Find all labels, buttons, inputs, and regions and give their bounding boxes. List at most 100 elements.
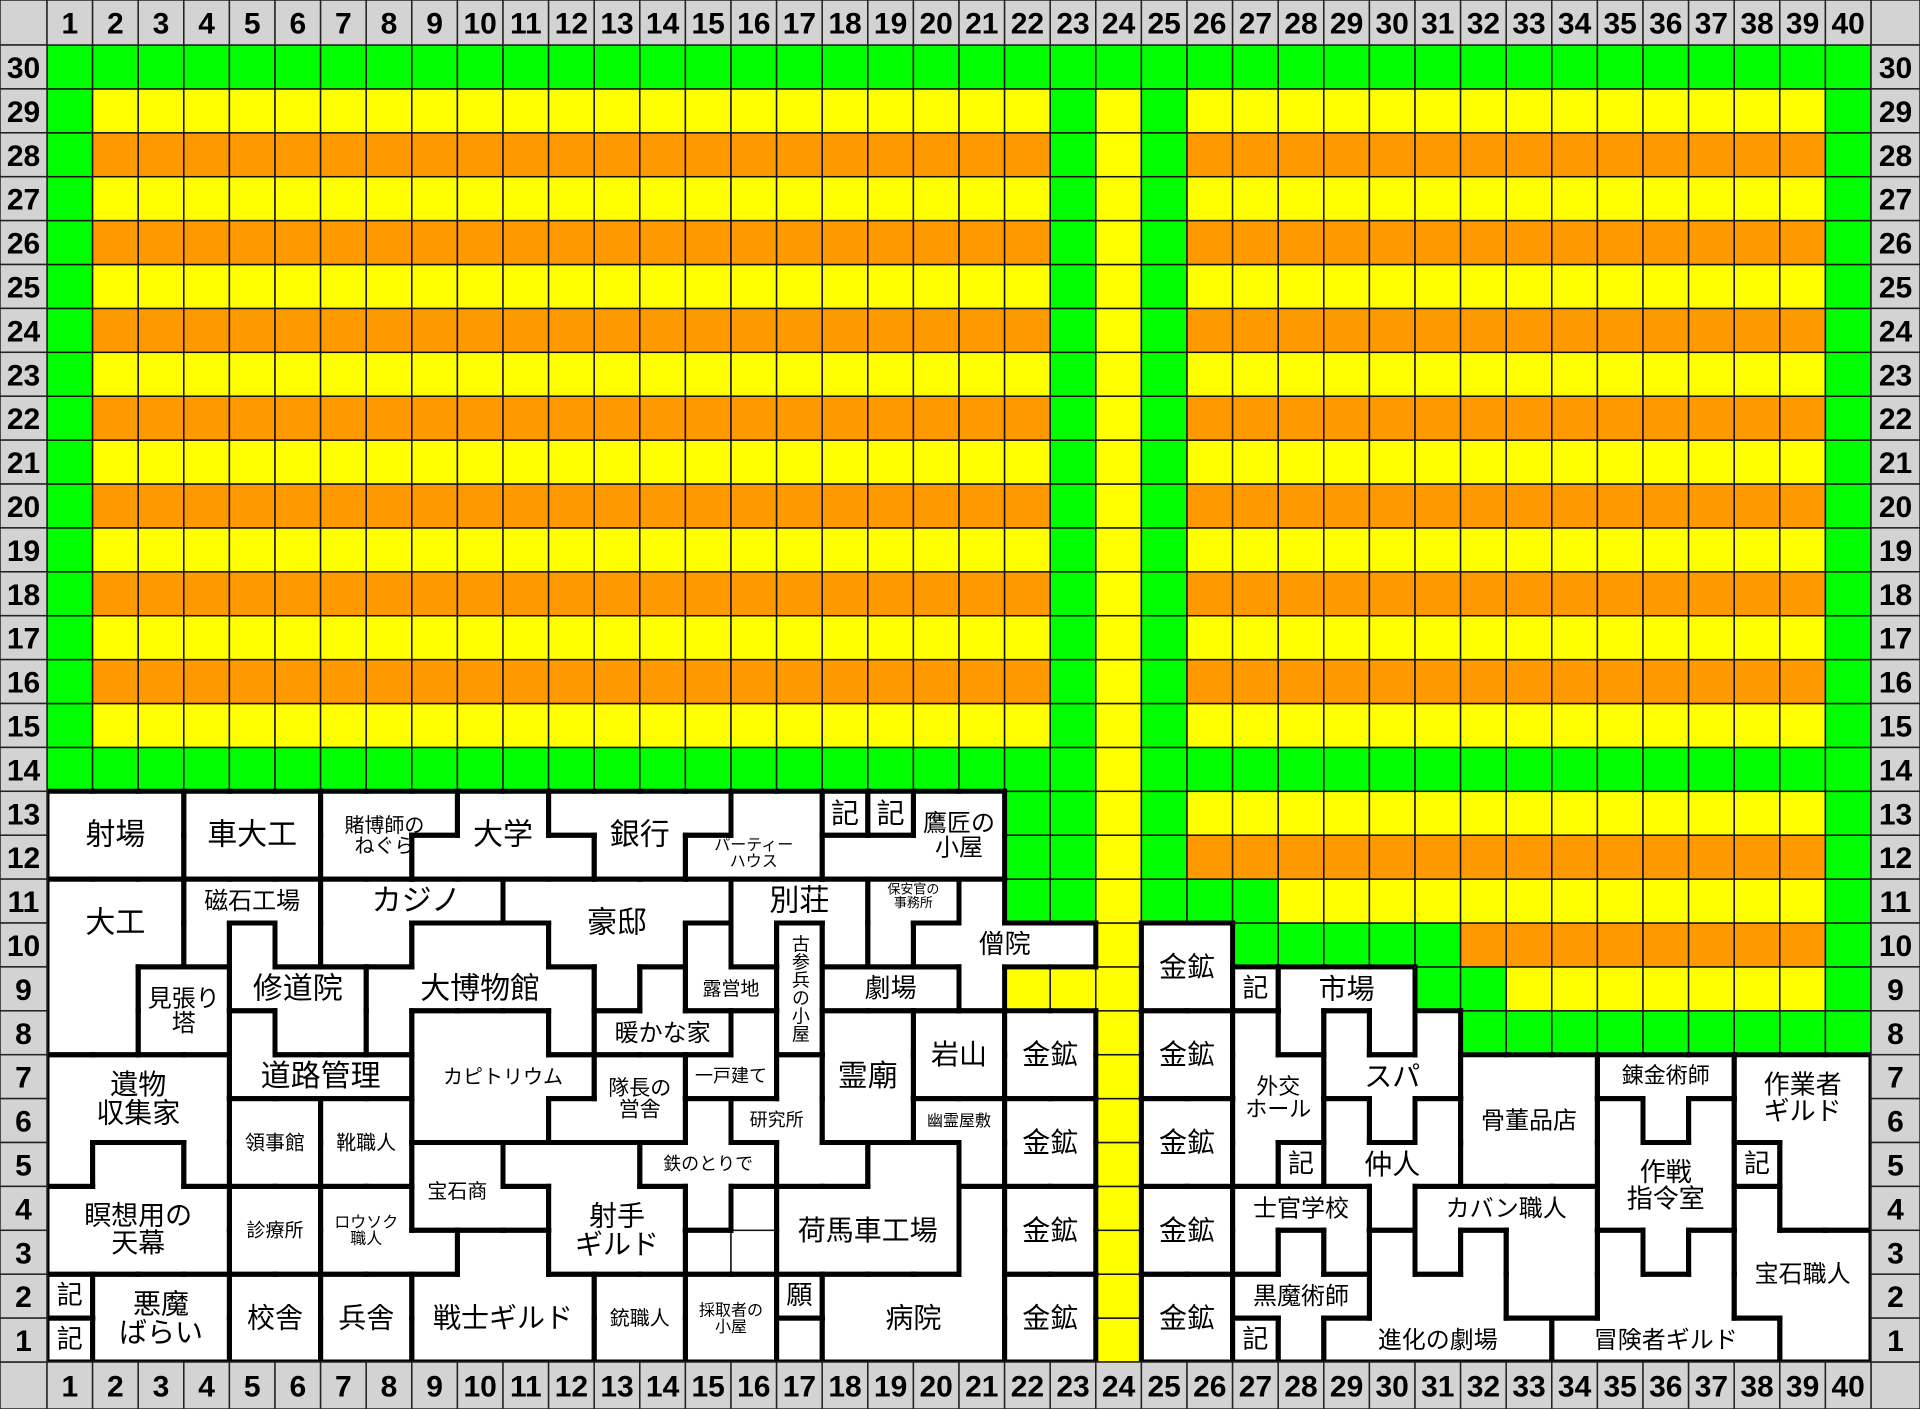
building-casino[interactable]: カジノ [372,884,461,919]
terrain-cell [1049,746,1097,793]
building-jishaku[interactable]: 磁石工場 [204,887,300,915]
building-ryojikan[interactable]: 領事館 [245,1131,305,1155]
terrain-cell [319,658,367,705]
building-gotei[interactable]: 豪邸 [587,906,647,941]
building-besso[interactable]: 別荘 [769,884,829,919]
building-shinka[interactable]: 進化の劇場 [1378,1326,1498,1354]
building-kutsu[interactable]: 靴職人 [336,1131,396,1155]
building-kosanhei[interactable]: 古参兵の小屋 [789,935,810,1043]
building-dorokanri[interactable]: 道路管理 [261,1059,381,1094]
building-reibyo[interactable]: 霊廟 [838,1059,898,1094]
terrain-cell [684,175,732,222]
building-ichiba[interactable]: 市場 [1319,972,1375,1005]
building-ikkodate[interactable]: 一戸建て [695,1066,767,1087]
building-ki-h[interactable]: 記 [1242,1325,1268,1355]
building-soin[interactable]: 僧院 [979,930,1031,960]
column-label-bottom: 31 [1421,1371,1454,1404]
building-ki-f[interactable]: 記 [1288,1149,1314,1179]
building-kinko-9[interactable]: 金鉱 [1159,1302,1215,1335]
building-negai[interactable]: 願 [786,1281,812,1311]
building-kosha[interactable]: 校舎 [247,1302,303,1335]
building-ki-b[interactable]: 記 [877,797,905,830]
terrain-cell [1003,966,1051,1012]
terrain-cell [1186,834,1234,880]
terrain-cell [1687,307,1735,354]
building-shinryojo[interactable]: 診療所 [246,1219,303,1241]
building-iwayama[interactable]: 岩山 [931,1038,987,1071]
row-label-left: 17 [7,623,40,656]
building-spa[interactable]: スパ [1364,1060,1420,1093]
building-kurumadaiku[interactable]: 車大工 [207,818,297,853]
building-renkin[interactable]: 錬金術師 [1622,1064,1710,1089]
building-gekijo[interactable]: 劇場 [865,974,917,1004]
building-atatakanaie[interactable]: 暖かな家 [615,1019,711,1047]
building-cell-daigaku [457,791,503,836]
terrain-cell [912,219,960,266]
column-header-cell [1095,0,1143,46]
building-boken[interactable]: 冒険者ギルド [1594,1326,1738,1354]
building-ki-a[interactable]: 記 [831,797,859,830]
building-tetsu[interactable]: 鉄のとりで [663,1154,753,1175]
building-roeichi[interactable]: 露営地 [702,978,759,1000]
building-daigaku[interactable]: 大学 [473,818,533,853]
building-ju[interactable]: 銃職人 [610,1306,670,1330]
building-label: 事務所 [894,896,933,911]
building-ki-c[interactable]: 記 [57,1281,83,1311]
building-byoin[interactable]: 病院 [885,1302,941,1335]
building-ki-e[interactable]: 記 [1242,974,1268,1004]
building-nibasha[interactable]: 荷馬車工場 [798,1214,938,1247]
building-ginko[interactable]: 銀行 [610,818,670,853]
building-kotto[interactable]: 骨董品店 [1481,1107,1577,1135]
building-kinko-7[interactable]: 金鉱 [1159,1126,1215,1159]
building-kinko-8[interactable]: 金鉱 [1159,1214,1215,1247]
building-kinko-6[interactable]: 金鉱 [1159,1038,1215,1071]
terrain-cell [91,263,139,310]
building-kinko-2[interactable]: 金鉱 [1022,1126,1078,1159]
building-kuromajutsu[interactable]: 黒魔術師 [1253,1282,1349,1310]
terrain-cell [1687,614,1735,661]
building-daiku[interactable]: 大工 [85,906,145,941]
building-kaban[interactable]: カバン職人 [1446,1194,1567,1222]
building-shudoin[interactable]: 修道院 [253,971,343,1006]
building-kenkyujo[interactable]: 研究所 [750,1110,804,1131]
row-header-cell [0,1053,48,1100]
terrain-cell [593,702,641,749]
building-kinko-3[interactable]: 金鉱 [1022,1214,1078,1247]
building-kinko-5[interactable]: 金鉱 [1159,950,1215,983]
building-shikan[interactable]: 士官学校 [1253,1194,1349,1222]
building-ki-g[interactable]: 記 [1744,1149,1770,1179]
building-ki-d[interactable]: 記 [57,1325,83,1355]
terrain-cell [1186,527,1234,573]
row-label-right: 13 [1879,798,1912,831]
building-shajo[interactable]: 射場 [85,818,145,853]
building-senshi[interactable]: 戦士ギルド [433,1302,573,1335]
building-daihakubutsukan[interactable]: 大博物館 [420,971,540,1006]
building-heisha[interactable]: 兵舎 [338,1302,394,1335]
building-kinko-1[interactable]: 金鉱 [1022,1038,1078,1071]
building-yurei[interactable]: 幽霊屋敷 [927,1111,991,1130]
building-kinko-4[interactable]: 金鉱 [1022,1302,1078,1335]
building-cell-boken [1597,1318,1643,1362]
terrain-cell [1596,878,1644,924]
building-nakodo[interactable]: 仲人 [1364,1148,1420,1181]
building-hosekisho[interactable]: 宝石商 [427,1179,487,1203]
building-hoseki[interactable]: 宝石職人 [1755,1260,1851,1288]
row-header-cell [1870,922,1920,968]
building-capitol[interactable]: カピトリウム [443,1065,563,1089]
building-cell-ibutsu [92,1054,139,1099]
